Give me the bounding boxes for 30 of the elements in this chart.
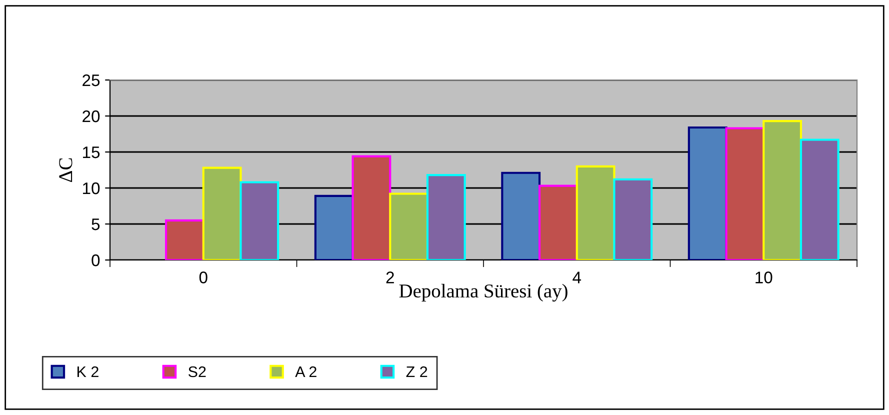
y-tick-label: 25	[82, 74, 100, 86]
bar	[202, 166, 242, 260]
bar	[613, 178, 653, 260]
x-tick-label: 2	[386, 272, 394, 284]
bar	[576, 165, 616, 260]
bar	[762, 120, 802, 260]
bar	[426, 174, 466, 260]
bar	[240, 181, 280, 260]
y-axis-title: ΔC	[59, 158, 72, 182]
y-tick-label: 20	[82, 110, 100, 122]
y-tick-label: 10	[83, 182, 100, 194]
y-tick-label: 5	[92, 218, 100, 230]
x-tick-label: 4	[572, 272, 582, 284]
legend-label: K 2	[78, 366, 98, 378]
bar	[164, 219, 204, 260]
x-axis-title: Depolama Süresi (ay)	[399, 284, 568, 302]
legend-label: S2	[188, 366, 206, 378]
y-tick-label: 15	[83, 146, 100, 158]
bar	[725, 127, 765, 260]
legend-label: A 2	[295, 366, 316, 378]
bar	[314, 194, 354, 260]
bar	[538, 184, 578, 260]
x-tick-label: 10	[756, 272, 772, 284]
legend-label: Z 2	[406, 366, 428, 378]
bar	[501, 172, 541, 260]
y-tick-label: 0	[92, 254, 100, 266]
x-tick-label: 0	[199, 272, 208, 284]
bar	[800, 138, 840, 260]
bar	[352, 155, 392, 260]
bar	[688, 126, 728, 260]
